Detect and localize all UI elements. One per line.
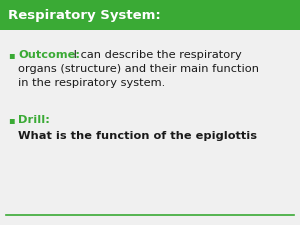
- Text: organs (structure) and their main function: organs (structure) and their main functi…: [18, 64, 259, 74]
- Text: I can describe the respiratory: I can describe the respiratory: [70, 50, 242, 60]
- Text: in the respiratory system.: in the respiratory system.: [18, 78, 165, 88]
- Bar: [0, 0, 300, 30]
- Text: Drill:: Drill:: [18, 115, 50, 125]
- Text: ▪: ▪: [8, 115, 15, 125]
- Text: What is the function of the epiglottis: What is the function of the epiglottis: [18, 131, 257, 141]
- Text: Outcome:: Outcome:: [18, 50, 80, 60]
- Text: ▪: ▪: [8, 50, 15, 60]
- Text: Respiratory System:: Respiratory System:: [8, 9, 161, 22]
